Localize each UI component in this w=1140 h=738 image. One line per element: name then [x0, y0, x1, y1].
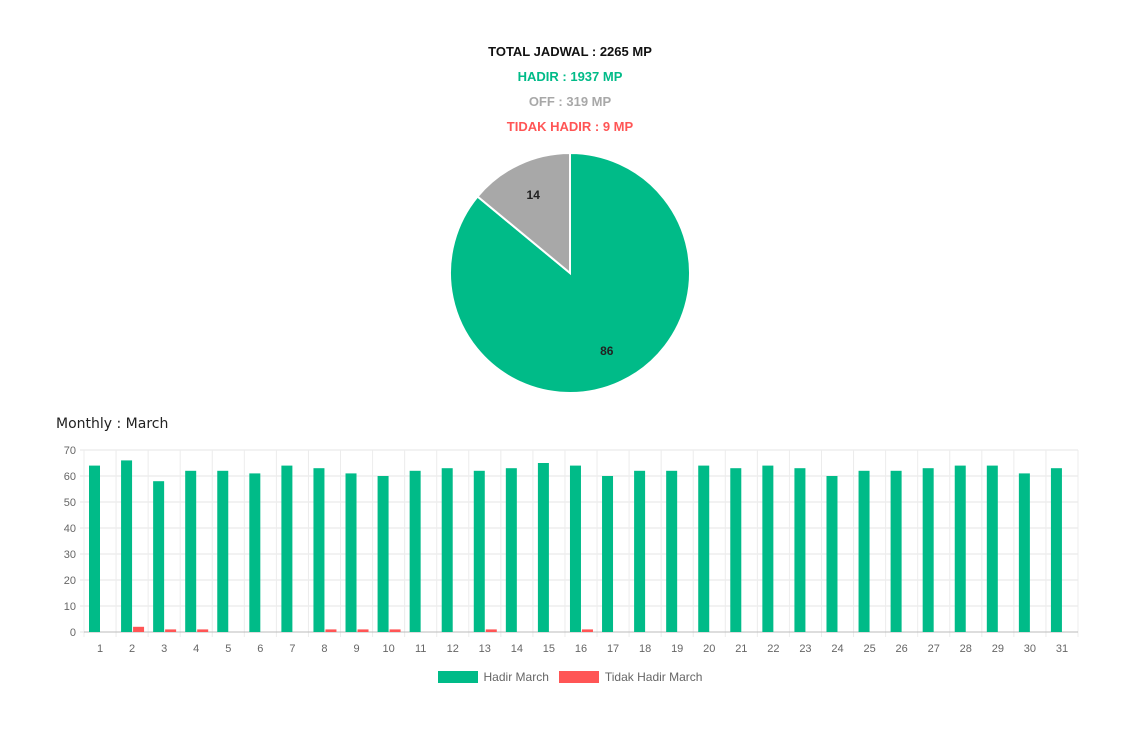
- bar-hadir-29[interactable]: [986, 465, 998, 632]
- x-tick-label: 31: [1056, 643, 1068, 655]
- x-tick-label: 20: [703, 643, 715, 655]
- bar-hadir-15[interactable]: [537, 463, 549, 632]
- x-tick-label: 3: [161, 643, 167, 655]
- x-tick-label: 23: [799, 643, 811, 655]
- legend-swatch-tidak-hadir: [558, 671, 599, 683]
- bar-tidak-hadir-2[interactable]: [133, 626, 145, 632]
- y-tick-label: 70: [64, 445, 76, 457]
- x-tick-label: 24: [831, 643, 843, 655]
- x-tick-label: 16: [575, 643, 587, 655]
- x-tick-label: 19: [671, 643, 683, 655]
- bar-hadir-30[interactable]: [1018, 473, 1030, 632]
- x-tick-label: 14: [511, 643, 523, 655]
- y-tick-label: 50: [64, 497, 76, 509]
- legend-item-hadir[interactable]: Hadir March: [437, 670, 549, 684]
- pie-label-hadir: 86: [600, 344, 614, 358]
- bar-tidak-hadir-3[interactable]: [165, 629, 177, 632]
- pie-slice-off[interactable]: [476, 151, 571, 276]
- bar-hadir-5[interactable]: [217, 470, 229, 632]
- bar-hadir-20[interactable]: [698, 465, 710, 632]
- bar-hadir-26[interactable]: [890, 470, 902, 632]
- x-tick-label: 9: [353, 643, 359, 655]
- y-tick-label: 20: [64, 575, 76, 587]
- legend-item-tidak-hadir[interactable]: Tidak Hadir March: [558, 670, 703, 684]
- bar-hadir-27[interactable]: [922, 468, 934, 632]
- bar-hadir-1[interactable]: [89, 465, 100, 632]
- bar-hadir-25[interactable]: [858, 470, 870, 632]
- bar-hadir-18[interactable]: [634, 470, 646, 632]
- x-tick-label: 21: [735, 643, 747, 655]
- x-tick-label: 1: [97, 643, 103, 655]
- bar-hadir-17[interactable]: [602, 476, 614, 632]
- y-tick-label: 30: [64, 549, 76, 561]
- bar-hadir-2[interactable]: [121, 460, 133, 632]
- bar-hadir-19[interactable]: [666, 470, 678, 632]
- x-tick-label: 30: [1024, 643, 1036, 655]
- y-tick-label: 10: [64, 601, 76, 613]
- tidak-hadir-label: TIDAK HADIR : 9 MP: [506, 119, 634, 134]
- x-tick-label: 13: [479, 643, 491, 655]
- bar-hadir-6[interactable]: [249, 473, 261, 632]
- x-tick-label: 25: [863, 643, 875, 655]
- x-tick-label: 11: [415, 643, 426, 655]
- summary-block: TOTAL JADWAL : 2265 MP HADIR : 1937 MP O…: [0, 42, 1140, 142]
- bar-hadir-9[interactable]: [345, 473, 357, 632]
- bar-hadir-21[interactable]: [730, 468, 742, 632]
- attendance-pie-chart: 86 14: [449, 151, 691, 394]
- y-tick-label: 40: [64, 523, 76, 535]
- bar-tidak-hadir-4[interactable]: [197, 629, 209, 632]
- bar-hadir-22[interactable]: [762, 465, 774, 632]
- x-tick-label: 8: [321, 643, 327, 655]
- bar-legend: Hadir March Tidak Hadir March: [0, 670, 1140, 684]
- legend-swatch-hadir: [437, 671, 478, 683]
- x-tick-label: 22: [767, 643, 779, 655]
- x-tick-label: 12: [447, 643, 459, 655]
- x-tick-label: 4: [193, 643, 199, 655]
- bar-hadir-8[interactable]: [313, 468, 325, 632]
- x-tick-label: 18: [639, 643, 651, 655]
- x-tick-label: 17: [607, 643, 619, 655]
- hadir-label: HADIR : 1937 MP: [517, 69, 623, 84]
- monthly-title: Monthly : March: [56, 416, 169, 432]
- x-tick-label: 29: [992, 643, 1004, 655]
- bar-hadir-28[interactable]: [954, 465, 966, 632]
- x-tick-label: 7: [289, 643, 295, 655]
- bar-tidak-hadir-8[interactable]: [325, 629, 337, 632]
- legend-label-hadir: Hadir March: [483, 670, 549, 684]
- x-tick-label: 10: [382, 643, 394, 655]
- off-label: OFF : 319 MP: [528, 94, 612, 109]
- legend-label-tidak-hadir: Tidak Hadir March: [604, 670, 703, 684]
- x-tick-label: 27: [928, 643, 940, 655]
- bar-tidak-hadir-16[interactable]: [581, 629, 593, 632]
- x-tick-label: 5: [225, 643, 231, 655]
- bar-hadir-3[interactable]: [153, 481, 165, 632]
- bar-hadir-10[interactable]: [377, 476, 389, 632]
- y-tick-label: 60: [64, 471, 76, 483]
- bar-hadir-4[interactable]: [185, 470, 197, 632]
- total-jadwal-label: TOTAL JADWAL : 2265 MP: [488, 44, 652, 59]
- bar-tidak-hadir-13[interactable]: [485, 629, 497, 632]
- x-tick-label: 2: [129, 643, 135, 655]
- bar-tidak-hadir-10[interactable]: [389, 629, 401, 632]
- bar-hadir-7[interactable]: [281, 465, 293, 632]
- x-tick-label: 28: [960, 643, 972, 655]
- bar-hadir-31[interactable]: [1050, 468, 1062, 632]
- bar-hadir-16[interactable]: [569, 465, 581, 632]
- bar-tidak-hadir-9[interactable]: [357, 629, 369, 632]
- x-tick-label: 26: [896, 643, 908, 655]
- bar-hadir-11[interactable]: [409, 470, 421, 632]
- bar-hadir-13[interactable]: [473, 470, 485, 632]
- y-tick-label: 0: [70, 627, 76, 639]
- bar-hadir-23[interactable]: [794, 468, 806, 632]
- x-tick-label: 15: [543, 643, 555, 655]
- pie-label-off: 14: [527, 188, 541, 202]
- x-tick-label: 6: [257, 643, 263, 655]
- bar-hadir-12[interactable]: [441, 468, 453, 632]
- bar-hadir-14[interactable]: [505, 468, 517, 632]
- bar-hadir-24[interactable]: [826, 476, 838, 632]
